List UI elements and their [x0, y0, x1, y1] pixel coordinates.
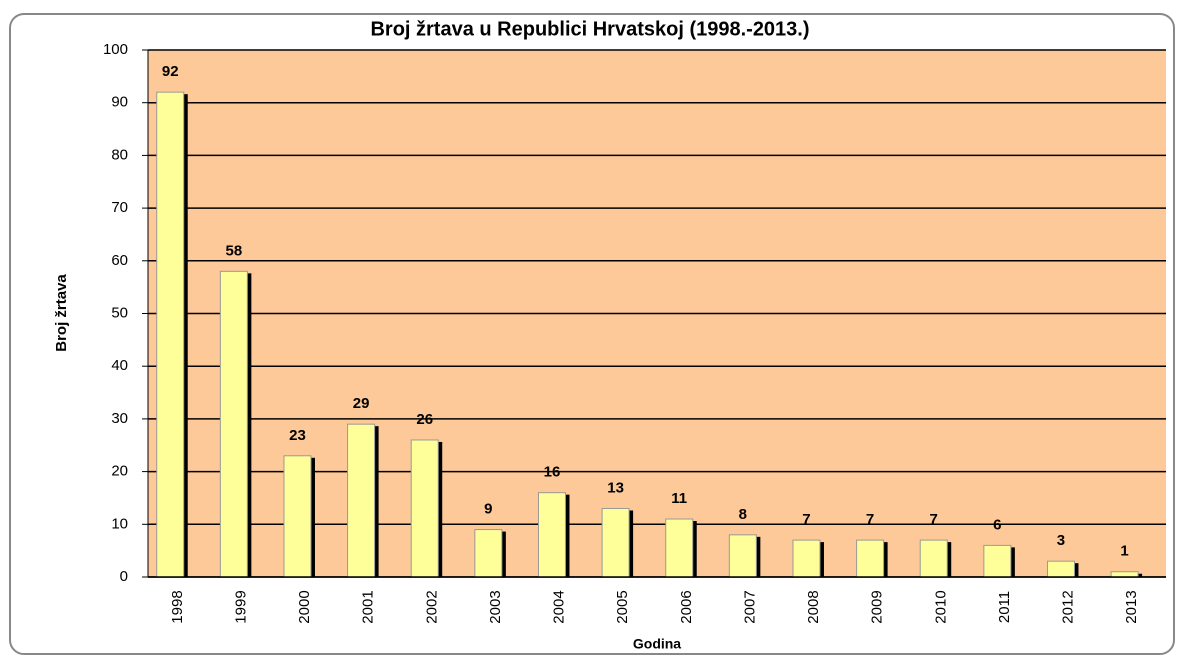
bar: [219, 270, 248, 578]
x-tick-label: 2006: [678, 590, 695, 623]
x-tick-label: 2005: [614, 590, 631, 623]
data-label: 3: [1057, 532, 1065, 549]
bar: [919, 539, 948, 578]
data-label: 9: [484, 501, 492, 518]
y-tick-label: 20: [111, 463, 128, 480]
x-tick-label: 1999: [232, 590, 249, 623]
bar: [537, 492, 566, 578]
data-label: 13: [607, 479, 624, 496]
bar: [1110, 571, 1139, 578]
x-tick-label: 2003: [487, 590, 504, 623]
x-tick-label: 2008: [805, 590, 822, 623]
bar: [156, 91, 185, 578]
y-tick-label: 60: [111, 252, 128, 269]
y-tick-label: 30: [111, 410, 128, 427]
y-tick-label: 80: [111, 146, 128, 163]
y-tick-label: 0: [120, 568, 128, 585]
bar: [792, 539, 821, 578]
x-tick-label: 2007: [741, 590, 758, 623]
bar: [283, 455, 312, 578]
data-label: 7: [802, 511, 810, 528]
bar: [601, 507, 630, 578]
data-label: 29: [353, 395, 370, 412]
bar: [728, 534, 757, 578]
x-tick-label: 2002: [423, 590, 440, 623]
bar: [410, 439, 439, 578]
x-axis-label: Godina: [633, 636, 681, 652]
y-tick-label: 100: [103, 41, 128, 58]
bar: [1046, 560, 1075, 578]
y-tick-label: 90: [111, 94, 128, 111]
data-label: 7: [930, 511, 938, 528]
bar: [856, 539, 885, 578]
y-tick-label: 10: [111, 515, 128, 532]
x-tick-label: 2009: [869, 590, 886, 623]
data-label: 11: [671, 490, 687, 507]
y-tick-label: 50: [111, 304, 128, 321]
bar: [474, 529, 503, 578]
y-tick-label: 70: [111, 199, 128, 216]
y-axis-label: Broj žrtava: [53, 274, 70, 352]
data-label: 6: [993, 516, 1001, 533]
x-tick-label: 2013: [1123, 590, 1140, 623]
data-label: 8: [739, 506, 747, 523]
x-tick-label: 2011: [996, 591, 1013, 623]
data-label: 23: [289, 427, 306, 444]
x-tick-label: 2010: [932, 590, 949, 623]
y-tick-label: 40: [111, 357, 128, 374]
data-label: 16: [544, 464, 561, 481]
bar: [983, 544, 1012, 578]
data-label: 7: [866, 511, 874, 528]
chart-title: Broj žrtava u Republici Hrvatskoj (1998.…: [370, 18, 809, 40]
x-tick-label: 2000: [296, 590, 313, 623]
x-tick-label: 2004: [551, 590, 568, 623]
data-label: 92: [162, 63, 179, 80]
data-label: 1: [1120, 543, 1128, 560]
x-tick-label: 2012: [1060, 590, 1077, 623]
x-tick-label: 1998: [169, 590, 186, 623]
data-label: 26: [416, 411, 433, 428]
data-label: 58: [226, 242, 243, 259]
bar: [347, 423, 376, 578]
x-tick-label: 2001: [360, 590, 377, 623]
bar: [665, 518, 694, 578]
